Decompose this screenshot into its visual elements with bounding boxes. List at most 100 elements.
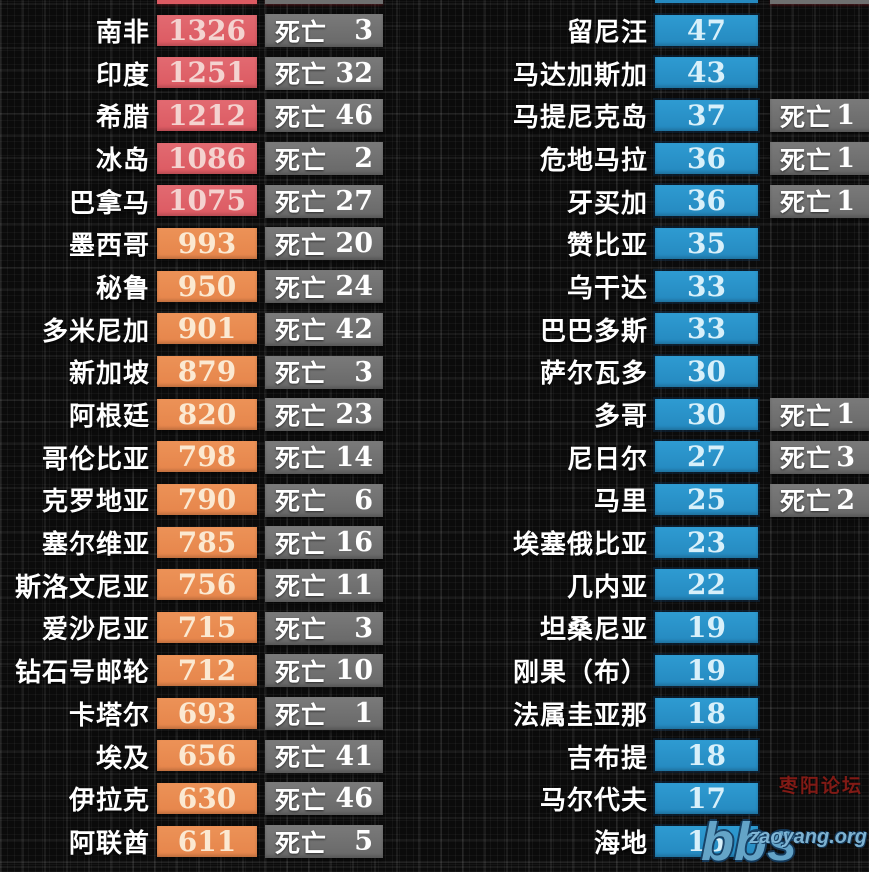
death-badge: 死亡 2 (770, 483, 869, 517)
death-badge: 死亡 3 (265, 611, 383, 645)
death-count: 5 (354, 826, 373, 858)
death-label: 死亡 (780, 103, 833, 132)
case-count-badge: 715 (157, 611, 257, 644)
stat-row: 几内亚 22 (434, 564, 869, 607)
case-count-badge: 22 (655, 568, 758, 601)
cutoff-death-badge-left (265, 0, 383, 4)
death-badge: 死亡 41 (265, 739, 383, 773)
death-count: 10 (335, 655, 373, 687)
case-count-badge: 950 (157, 270, 257, 303)
death-label: 死亡 (780, 189, 833, 218)
case-count-badge: 756 (157, 568, 257, 601)
case-count-badge: 27 (655, 440, 758, 473)
stat-row: 埃塞俄比亚 23 (434, 521, 869, 564)
death-label: 死亡 (780, 146, 833, 175)
stat-row: 埃及 656 死亡 41 (0, 735, 434, 778)
country-name: 留尼汪 (566, 16, 648, 47)
stat-row: 哥伦比亚 798 死亡 14 (0, 436, 434, 479)
stat-row: 秘鲁 950 死亡 24 (0, 265, 434, 308)
death-count: 42 (335, 313, 373, 345)
country-name: 马尔代夫 (539, 785, 648, 816)
country-name: 秘鲁 (95, 272, 150, 303)
case-count-badge: 879 (157, 355, 257, 388)
death-badge: 死亡 11 (265, 568, 383, 602)
country-name: 埃及 (95, 742, 150, 773)
stats-column-left: 南非 1326 死亡 3 印度 1251 死亡 32 希腊 1212 死亡 46 冰岛 1086 死亡 2 巴拿… (0, 9, 434, 863)
stat-row: 斯洛文尼亚 756 死亡 11 (0, 564, 434, 607)
death-count: 23 (335, 399, 373, 431)
death-badge: 死亡 3 (770, 440, 869, 474)
case-count-badge: 43 (655, 56, 758, 89)
case-count-badge: 36 (655, 142, 758, 175)
country-name: 巴巴多斯 (539, 315, 648, 346)
death-count: 41 (335, 740, 373, 772)
stat-row: 多米尼加 901 死亡 42 (0, 308, 434, 351)
death-badge: 死亡 20 (265, 227, 383, 261)
case-count-badge: 18 (655, 739, 758, 772)
death-count: 6 (354, 484, 373, 516)
country-name: 马达加斯加 (512, 59, 648, 90)
death-badge: 死亡 24 (265, 270, 383, 304)
stat-row: 墨西哥 993 死亡 20 (0, 222, 434, 265)
death-count: 1 (836, 399, 855, 431)
case-count-badge: 30 (655, 398, 758, 431)
country-name: 塞尔维亚 (41, 529, 150, 560)
stat-row: 乌干达 33 (434, 265, 869, 308)
country-name: 坦桑尼亚 (539, 614, 648, 645)
case-count-badge: 798 (157, 440, 257, 473)
death-badge: 死亡 1 (265, 697, 383, 730)
case-count-badge: 17 (655, 782, 758, 815)
death-count: 14 (335, 441, 373, 473)
case-count-badge: 23 (655, 526, 758, 559)
death-label: 死亡 (275, 530, 328, 559)
death-label: 死亡 (275, 61, 328, 90)
stat-row: 伊拉克 630 死亡 46 (0, 777, 434, 820)
country-name: 多哥 (593, 401, 648, 432)
country-name: 克罗地亚 (41, 486, 150, 517)
stat-row: 萨尔瓦多 30 (434, 351, 869, 394)
death-count: 1 (354, 698, 373, 729)
country-name: 印度 (95, 59, 150, 90)
country-name: 巴拿马 (68, 187, 150, 218)
country-name: 海地 (593, 827, 648, 858)
death-badge: 死亡 23 (265, 398, 383, 432)
death-badge: 死亡 5 (265, 825, 383, 859)
cutoff-case-badge-right (655, 0, 758, 3)
country-name: 爱沙尼亚 (41, 614, 150, 645)
death-badge: 死亡 2 (265, 142, 383, 176)
country-name: 马里 (593, 486, 648, 517)
case-count-badge: 33 (655, 312, 758, 345)
death-label: 死亡 (275, 317, 328, 346)
case-count-badge: 36 (655, 184, 758, 217)
country-name: 冰岛 (95, 144, 150, 175)
death-count: 1 (836, 185, 855, 217)
death-count: 1 (836, 100, 855, 132)
death-label: 死亡 (780, 445, 833, 474)
death-label: 死亡 (275, 360, 328, 388)
stat-row: 尼日尔 27 死亡 3 (434, 436, 869, 479)
cutoff-death-badge-right (770, 0, 869, 4)
stat-row: 刚果（布） 19 (434, 649, 869, 692)
stat-row: 坦桑尼亚 19 (434, 607, 869, 650)
death-badge: 死亡 3 (265, 14, 383, 47)
death-count: 2 (354, 143, 373, 175)
death-count: 11 (335, 569, 373, 601)
country-name: 萨尔瓦多 (539, 358, 648, 389)
death-label: 死亡 (275, 445, 328, 474)
death-count: 3 (354, 356, 373, 388)
death-count: 16 (335, 527, 373, 559)
case-count-badge: 47 (655, 14, 758, 47)
death-label: 死亡 (275, 18, 328, 47)
death-label: 死亡 (275, 573, 328, 602)
death-count: 3 (354, 15, 373, 46)
country-name: 尼日尔 (566, 443, 648, 474)
stat-row: 马尔代夫 17 (434, 777, 869, 820)
country-name: 墨西哥 (68, 230, 150, 261)
case-count-badge: 18 (655, 697, 758, 730)
country-name: 危地马拉 (539, 144, 648, 175)
case-count-badge: 19 (655, 654, 758, 687)
death-badge: 死亡 14 (265, 440, 383, 474)
country-name: 法属圭亚那 (512, 699, 648, 730)
stat-row: 钻石号邮轮 712 死亡 10 (0, 649, 434, 692)
case-count-badge: 611 (157, 825, 257, 858)
